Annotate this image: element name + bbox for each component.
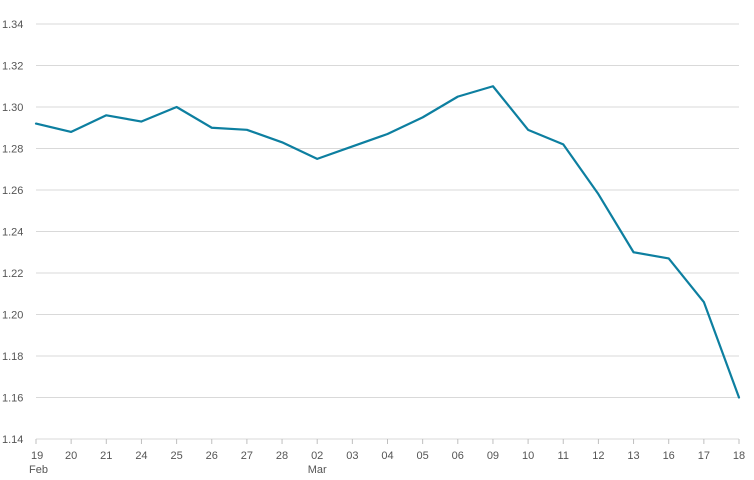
y-tick-label: 1.16 [2,393,23,405]
x-tick-label: 10 [522,450,534,462]
x-axis: 19 20 21 24 25 26 27 28 02 03 04 05 06 09 10 11 12 13 16 17… [29,439,745,476]
x-tick-label: 28 [276,450,288,462]
x-tick-label: 11 [558,450,569,462]
x-month-label: Mar [308,464,327,476]
y-tick-label: 1.20 [2,310,23,322]
y-tick-label: 1.18 [2,351,23,363]
y-tick-label: 1.28 [2,144,23,156]
x-tick-label: 24 [135,450,147,462]
y-tick-label: 1.32 [2,61,23,73]
gridlines [36,23,739,440]
x-tick-label: 16 [663,450,675,462]
x-tick-label: 04 [381,450,393,462]
x-month-label: Feb [29,464,48,476]
y-tick-label: 1.22 [2,268,23,280]
x-tick-label: 20 [65,450,77,462]
y-tick-label: 1.24 [2,227,23,239]
y-tick-label: 1.30 [2,102,23,114]
y-tick-label: 1.14 [2,434,23,446]
y-tick-label: 1.34 [2,19,23,31]
y-axis: 1.14 1.16 1.18 1.20 1.22 1.24 1.26 1.28 1.30 1.32… [2,19,23,446]
y-tick-label: 1.26 [2,185,23,197]
x-tick-label: 17 [698,450,710,462]
x-tick-label: 25 [170,450,182,462]
x-tick-label: 18 [733,450,745,462]
x-tick-label: 05 [417,450,429,462]
x-tick-label: 06 [452,450,464,462]
x-tick-label: 13 [627,450,639,462]
x-tick-label: 03 [346,450,358,462]
x-tick-label: 27 [241,450,253,462]
x-tick-label: 21 [100,450,112,462]
series-line [34,85,741,399]
x-tick-label: 02 [311,450,323,462]
plot-area [34,85,741,399]
x-tick-label: 12 [592,450,604,462]
x-tick-label: 26 [206,450,218,462]
x-tick-label: 09 [487,450,499,462]
x-tick-label: 19 [31,450,43,462]
